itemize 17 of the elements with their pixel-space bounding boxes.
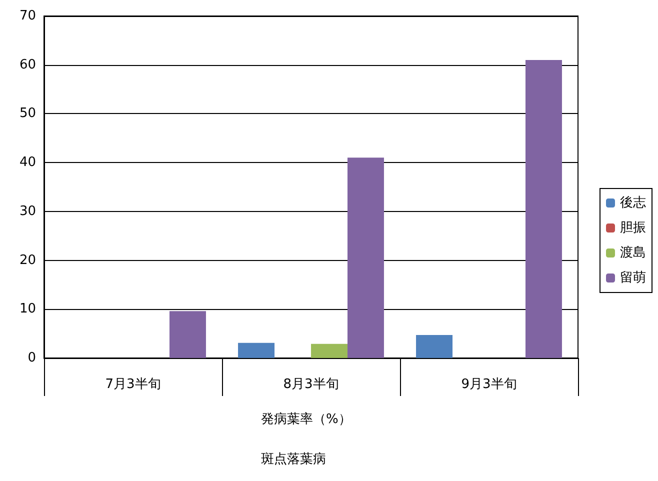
y-tick-label: 30 (19, 204, 36, 219)
y-tick-label: 70 (19, 8, 36, 24)
text: 斑点落葉病 (261, 452, 326, 467)
legend-label: 胆振 (620, 220, 646, 236)
y-tick-label: 50 (19, 106, 36, 122)
y-tick-label: 20 (19, 252, 36, 268)
y-tick-label: 60 (19, 57, 36, 72)
x-tick-label: 9月3半旬 (461, 377, 517, 392)
x-axis-title: 発病葉率（%） (261, 411, 352, 427)
y-tick-label: 40 (19, 155, 36, 170)
y-tick-label: 0 (28, 350, 36, 366)
y-tick-label: 10 (19, 302, 36, 317)
legend-label: 渡島 (620, 246, 646, 260)
legend-label: 後志 (620, 196, 646, 210)
x-tick-label: 8月3半旬 (283, 377, 339, 392)
legend-label: 留萌 (620, 270, 646, 286)
x-tick-label: 7月3半旬 (105, 377, 161, 392)
